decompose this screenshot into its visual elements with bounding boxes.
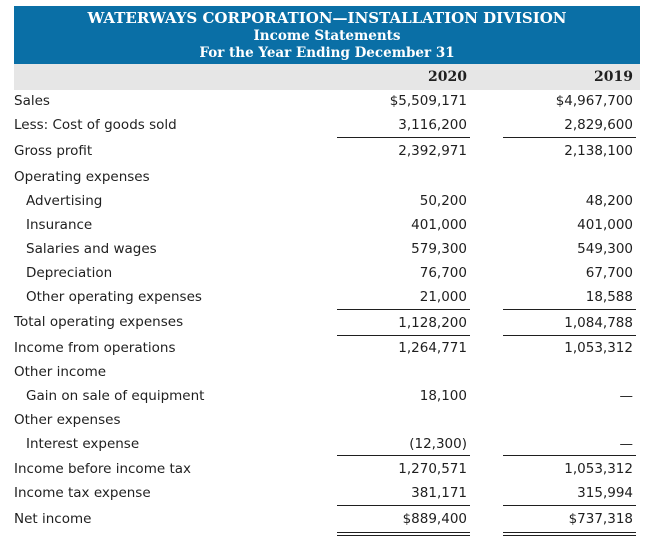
- salaries-label: Salaries and wages: [26, 241, 157, 257]
- opex-underline-2020: [337, 309, 470, 310]
- insurance-2020: 401,000: [411, 217, 467, 233]
- income-from-operations-label: Income from operations: [14, 340, 176, 356]
- other-opex-2019: 18,588: [585, 289, 633, 305]
- salaries-2019: 549,300: [577, 241, 633, 257]
- income-from-operations-2019: 1,053,312: [564, 340, 633, 356]
- sales-2020: $5,509,171: [389, 93, 467, 109]
- statement-header: WATERWAYS CORPORATION—INSTALLATION DIVIS…: [14, 6, 640, 64]
- sales-2019: $4,967,700: [555, 93, 633, 109]
- interest-expense-label: Interest expense: [26, 436, 140, 452]
- net-income-double-underline-bottom-2019: [503, 535, 636, 536]
- advertising-2020: 50,200: [419, 193, 467, 209]
- depreciation-label: Depreciation: [26, 265, 113, 281]
- net-income-2019: $737,318: [568, 511, 633, 527]
- gain-on-sale-2019: —: [619, 388, 634, 404]
- depreciation-2020: 76,700: [419, 265, 467, 281]
- column-2020-header: 2020: [428, 69, 467, 85]
- income-tax-expense-label: Income tax expense: [14, 485, 151, 501]
- interest-expense-2020: (12,300): [409, 436, 467, 452]
- column-2019-header: 2019: [594, 69, 633, 85]
- tax-underline-2019: [503, 505, 636, 506]
- gross-profit-2020: 2,392,971: [398, 143, 467, 159]
- net-income-double-underline-top-2019: [503, 532, 636, 533]
- other-opex-label: Other operating expenses: [26, 289, 202, 305]
- cogs-2019: 2,829,600: [564, 117, 633, 133]
- income-before-tax-label: Income before income tax: [14, 461, 191, 477]
- net-income-double-underline-top-2020: [337, 532, 470, 533]
- total-opex-2019: 1,084,788: [564, 315, 633, 331]
- other-income-heading: Other income: [14, 364, 107, 380]
- other-items-underline-2020: [337, 455, 470, 456]
- salaries-2020: 579,300: [411, 241, 467, 257]
- company-title: WATERWAYS CORPORATION—INSTALLATION DIVIS…: [87, 9, 567, 27]
- advertising-label: Advertising: [26, 193, 103, 209]
- total-opex-2020: 1,128,200: [398, 315, 467, 331]
- net-income-double-underline-bottom-2020: [337, 535, 470, 536]
- depreciation-2019: 67,700: [585, 265, 633, 281]
- other-items-underline-2019: [503, 455, 636, 456]
- operating-expenses-heading: Operating expenses: [14, 169, 150, 185]
- advertising-2019: 48,200: [585, 193, 633, 209]
- statement-title: Income Statements: [253, 28, 401, 44]
- cogs-2020: 3,116,200: [398, 117, 467, 133]
- opex-underline-2019: [503, 309, 636, 310]
- cogs-label: Less: Cost of goods sold: [14, 117, 177, 133]
- tax-underline-2020: [337, 505, 470, 506]
- income-tax-expense-2019: 315,994: [577, 485, 633, 501]
- income-before-tax-2020: 1,270,571: [398, 461, 467, 477]
- gain-on-sale-2020: 18,100: [419, 388, 467, 404]
- cogs-underline-2020: [337, 137, 470, 138]
- gain-on-sale-label: Gain on sale of equipment: [26, 388, 205, 404]
- income-tax-expense-2020: 381,171: [411, 485, 467, 501]
- insurance-2019: 401,000: [577, 217, 633, 233]
- interest-expense-2019: —: [619, 436, 634, 452]
- income-from-operations-2020: 1,264,771: [398, 340, 467, 356]
- net-income-2020: $889,400: [402, 511, 467, 527]
- other-opex-2020: 21,000: [419, 289, 467, 305]
- income-before-tax-2019: 1,053,312: [564, 461, 633, 477]
- net-income-label: Net income: [14, 511, 92, 527]
- sales-label: Sales: [14, 93, 50, 109]
- gross-profit-label: Gross profit: [14, 143, 93, 159]
- insurance-label: Insurance: [26, 217, 93, 233]
- other-expenses-heading: Other expenses: [14, 412, 121, 428]
- total-opex-label: Total operating expenses: [14, 314, 184, 330]
- cogs-underline-2019: [503, 137, 636, 138]
- period-title: For the Year Ending December 31: [199, 45, 455, 61]
- total-opex-underline-2020: [337, 335, 470, 336]
- column-header-bar: [14, 64, 640, 90]
- total-opex-underline-2019: [503, 335, 636, 336]
- gross-profit-2019: 2,138,100: [564, 143, 633, 159]
